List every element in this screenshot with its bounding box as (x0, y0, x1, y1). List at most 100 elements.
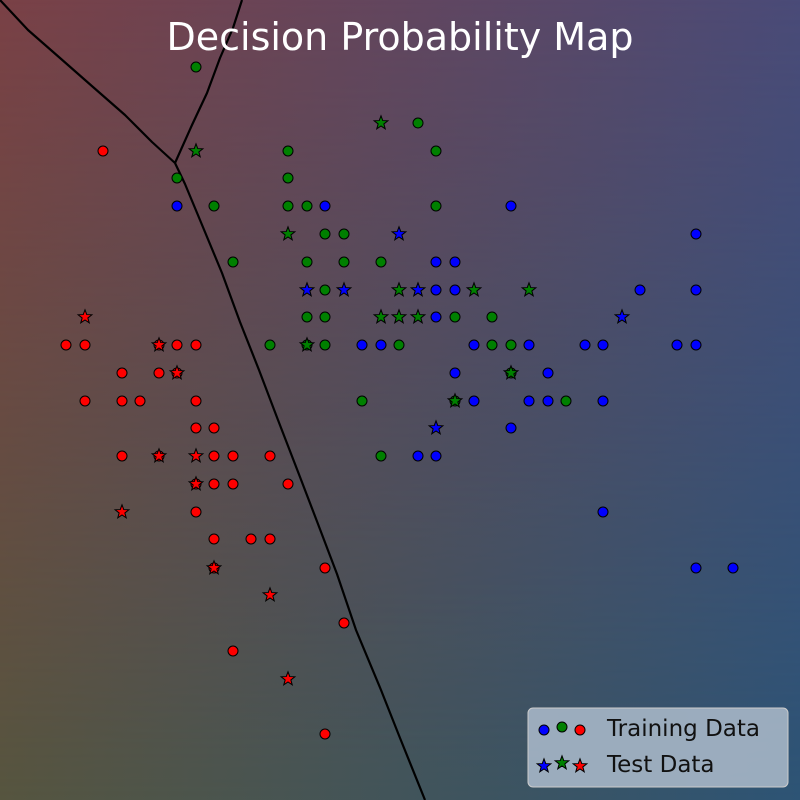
boundary-red-vs-others (174, 162, 427, 800)
training-point-red (153, 367, 165, 379)
legend-training-marker-red (574, 724, 586, 736)
training-point-blue (690, 284, 702, 296)
training-point-red (208, 533, 220, 545)
test-point-blue (298, 281, 316, 297)
legend-training-marker-green (556, 721, 568, 733)
training-point-red (134, 395, 146, 407)
test-point-red (187, 475, 205, 491)
training-point-blue (690, 228, 702, 240)
training-point-red (319, 562, 331, 574)
training-point-red (171, 339, 183, 351)
training-point-blue (523, 395, 535, 407)
training-point-blue (319, 200, 331, 212)
training-point-red (227, 478, 239, 490)
training-point-green (282, 145, 294, 157)
chart-title: Decision Probability Map (166, 15, 633, 59)
test-point-green (372, 114, 390, 130)
training-point-blue (449, 256, 461, 268)
training-point-green (208, 200, 220, 212)
training-point-red (190, 506, 202, 518)
test-point-green (390, 281, 408, 297)
training-point-blue (356, 339, 368, 351)
test-point-red (261, 586, 279, 602)
training-point-blue (597, 395, 609, 407)
training-point-red (264, 450, 276, 462)
data-points (60, 61, 739, 740)
legend-test-markers (535, 754, 589, 773)
training-point-blue (468, 395, 480, 407)
training-point-blue (505, 422, 517, 434)
training-point-blue (579, 339, 591, 351)
training-point-green (301, 256, 313, 268)
training-point-red (190, 395, 202, 407)
test-point-red (150, 336, 168, 352)
training-point-green (319, 339, 331, 351)
training-point-green (430, 145, 442, 157)
training-point-green (264, 339, 276, 351)
training-point-green (560, 395, 572, 407)
test-point-red (150, 447, 168, 463)
test-point-green (520, 281, 538, 297)
training-point-blue (690, 339, 702, 351)
training-point-green (282, 200, 294, 212)
test-point-green (279, 225, 297, 241)
test-point-red (168, 364, 186, 380)
training-point-green (412, 117, 424, 129)
training-point-red (116, 450, 128, 462)
training-point-blue (430, 284, 442, 296)
training-point-red (60, 339, 72, 351)
training-point-red (245, 533, 257, 545)
legend-training-marker-blue (538, 724, 550, 736)
training-point-green (505, 339, 517, 351)
training-point-blue (634, 284, 646, 296)
training-point-red (208, 450, 220, 462)
training-point-green (338, 256, 350, 268)
training-point-red (97, 145, 109, 157)
training-point-blue (727, 562, 739, 574)
legend-box (527, 707, 789, 788)
training-point-blue (597, 506, 609, 518)
training-point-blue (690, 562, 702, 574)
training-point-red (264, 533, 276, 545)
test-point-red (76, 308, 94, 324)
training-point-green (282, 172, 294, 184)
training-point-blue (449, 284, 461, 296)
test-point-green (502, 364, 520, 380)
training-point-green (486, 311, 498, 323)
training-point-blue (468, 339, 480, 351)
training-point-red (190, 339, 202, 351)
training-point-red (338, 617, 350, 629)
training-point-green (393, 339, 405, 351)
training-point-green (375, 256, 387, 268)
training-point-red (116, 395, 128, 407)
training-point-blue (542, 395, 554, 407)
training-point-blue (171, 200, 183, 212)
training-point-green (319, 284, 331, 296)
training-point-blue (430, 256, 442, 268)
training-point-red (227, 645, 239, 657)
training-point-blue (505, 200, 517, 212)
training-point-blue (449, 367, 461, 379)
training-point-red (319, 728, 331, 740)
test-point-red (187, 447, 205, 463)
training-point-red (79, 339, 91, 351)
training-point-blue (523, 339, 535, 351)
training-point-blue (671, 339, 683, 351)
training-point-red (282, 478, 294, 490)
legend-training-markers (538, 721, 586, 736)
legend-training-label: Training Data (606, 716, 760, 742)
boundary-lower-left (0, 0, 176, 164)
training-point-blue (430, 311, 442, 323)
training-point-blue (542, 367, 554, 379)
training-point-green (227, 256, 239, 268)
training-point-red (79, 395, 91, 407)
test-point-blue (427, 419, 445, 435)
legend-test-label: Test Data (606, 752, 715, 778)
training-point-blue (375, 339, 387, 351)
training-point-green (356, 395, 368, 407)
test-point-green (372, 308, 390, 324)
test-point-red (279, 670, 297, 686)
training-point-green (449, 311, 461, 323)
